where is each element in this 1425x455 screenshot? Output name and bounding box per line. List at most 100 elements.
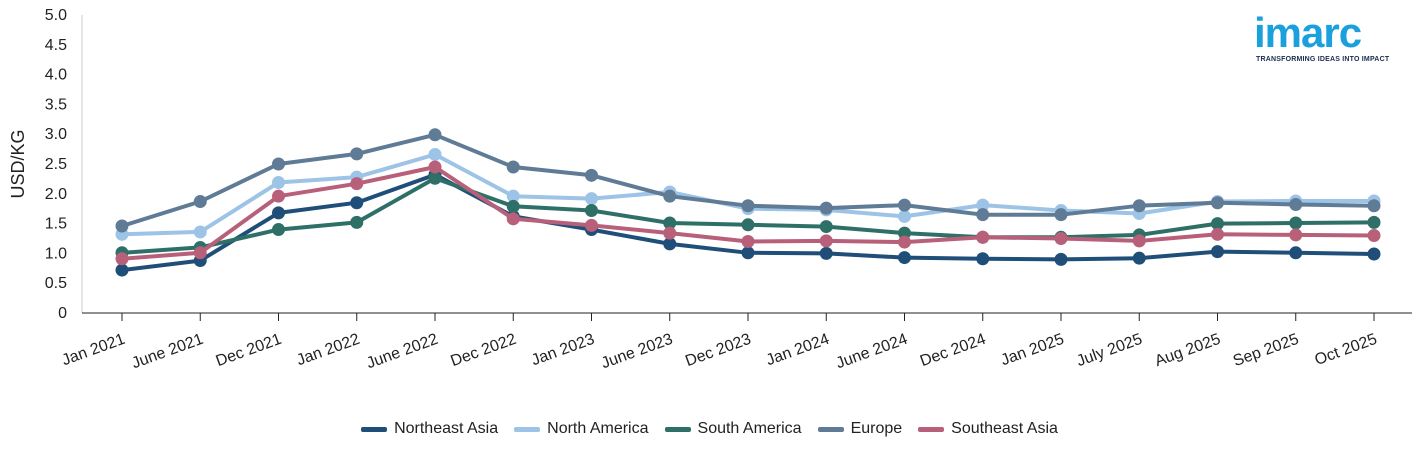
data-point xyxy=(741,246,755,260)
data-point xyxy=(898,209,911,223)
x-tick-label: Jan 2021 xyxy=(60,331,128,370)
y-tick-label: 5.0 xyxy=(45,7,67,24)
data-point xyxy=(819,246,833,260)
y-axis-title: USD/KG xyxy=(8,129,28,198)
legend-item: Northeast Asia xyxy=(361,420,498,438)
logo-tagline: TRANSFORMING IDEAS INTO IMPACT xyxy=(1256,56,1390,63)
legend-swatch xyxy=(918,426,945,432)
data-point xyxy=(350,177,364,191)
data-point xyxy=(1367,215,1381,229)
data-point xyxy=(272,189,285,203)
data-point xyxy=(1132,199,1146,213)
data-point xyxy=(976,208,990,222)
x-tick-label: Jan 2023 xyxy=(529,331,597,370)
data-point xyxy=(819,220,833,234)
y-tick-label: 2.5 xyxy=(45,156,67,173)
data-point xyxy=(1289,246,1303,260)
legend-label: North America xyxy=(547,420,649,437)
data-point xyxy=(585,203,598,217)
series-europe xyxy=(115,128,1381,233)
legend-item: Southeast Asia xyxy=(918,420,1058,438)
x-tick-label: Aug 2025 xyxy=(1153,331,1223,370)
data-point xyxy=(741,199,755,213)
y-tick-label: 0.5 xyxy=(45,275,67,292)
data-point xyxy=(585,218,598,232)
series-southeast-asia xyxy=(115,160,1381,266)
data-point xyxy=(898,251,911,265)
x-tick-label: Sep 2025 xyxy=(1231,331,1301,370)
x-tick-label: Dec 2022 xyxy=(448,331,518,370)
data-point xyxy=(1367,199,1381,213)
data-point xyxy=(898,226,911,240)
data-point xyxy=(1211,227,1224,241)
y-tick-label: 3.5 xyxy=(45,96,67,113)
data-point xyxy=(428,128,442,142)
logo-word: imarc xyxy=(1254,9,1362,56)
data-point xyxy=(741,218,755,232)
data-point xyxy=(976,198,990,212)
data-point xyxy=(115,252,129,266)
data-point xyxy=(1211,217,1224,231)
data-point xyxy=(272,206,285,220)
data-point xyxy=(1289,216,1303,230)
data-point xyxy=(1211,245,1224,259)
data-point xyxy=(819,234,833,248)
legend: Northeast Asia North America South America… xyxy=(0,420,1425,438)
data-point xyxy=(585,192,598,206)
data-point xyxy=(1054,208,1068,222)
legend-item: North America xyxy=(514,420,649,438)
data-point xyxy=(741,234,755,248)
x-tick-label: July 2025 xyxy=(1074,331,1144,370)
data-point xyxy=(1132,234,1146,248)
data-point xyxy=(663,226,677,240)
legend-label: Southeast Asia xyxy=(951,420,1058,437)
data-point xyxy=(506,199,520,213)
data-point xyxy=(272,157,285,171)
data-point xyxy=(506,189,520,203)
data-point xyxy=(1054,232,1068,245)
legend-label: Europe xyxy=(850,420,903,437)
data-point xyxy=(428,171,442,185)
data-point xyxy=(272,223,285,237)
legend-item: South America xyxy=(664,420,802,438)
data-point xyxy=(585,168,598,182)
legend-swatch xyxy=(664,426,691,432)
y-tick-label: 1.0 xyxy=(45,245,67,262)
x-tick-label: June 2024 xyxy=(834,331,910,373)
data-point xyxy=(193,195,207,209)
data-point xyxy=(976,230,990,244)
data-point xyxy=(1367,229,1381,243)
y-tick-label: 1.5 xyxy=(45,216,67,233)
data-point xyxy=(115,219,129,233)
series-northeast-asia xyxy=(115,168,1381,277)
data-point xyxy=(663,189,677,203)
imarc-logo: imarc TRANSFORMING IDEAS INTO IMPACT xyxy=(1250,4,1410,66)
data-point xyxy=(115,263,129,277)
y-tick-label: 2.0 xyxy=(45,186,67,203)
series-south-america xyxy=(115,171,1381,260)
data-point xyxy=(506,212,520,226)
data-point xyxy=(350,147,364,161)
y-tick-label: 4.0 xyxy=(45,67,67,84)
data-point xyxy=(898,235,911,249)
data-point xyxy=(506,160,520,174)
data-point xyxy=(428,147,442,161)
data-point xyxy=(1054,252,1068,266)
x-tick-label: June 2022 xyxy=(364,331,440,373)
series-layer xyxy=(115,128,1381,277)
x-tick-label: Oct 2025 xyxy=(1313,331,1380,369)
x-tick-label: Jan 2024 xyxy=(764,331,832,370)
legend-label: South America xyxy=(697,420,802,437)
data-point xyxy=(663,216,677,230)
data-point xyxy=(193,246,207,260)
legend-swatch xyxy=(817,426,844,432)
data-point xyxy=(1289,228,1303,242)
x-tick-label: June 2021 xyxy=(130,331,206,373)
y-tick-label: 3.0 xyxy=(45,126,67,143)
data-point xyxy=(193,225,207,239)
y-tick-label: 4.5 xyxy=(45,37,67,54)
data-point xyxy=(350,215,364,229)
data-point xyxy=(663,237,677,251)
x-tick-label: Dec 2021 xyxy=(214,331,284,370)
data-point xyxy=(819,201,833,215)
